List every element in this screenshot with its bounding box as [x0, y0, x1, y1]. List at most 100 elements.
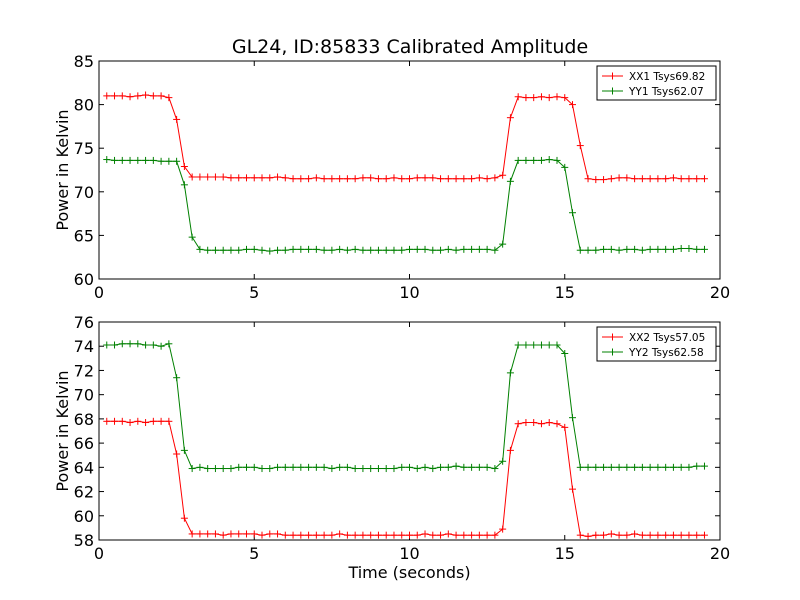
data-point [367, 174, 375, 182]
data-point [499, 525, 507, 533]
x-tick-label: 0 [94, 283, 104, 302]
data-point [561, 423, 569, 431]
y-tick-label: 70 [74, 386, 94, 405]
data-point [374, 465, 382, 473]
data-point [530, 94, 538, 102]
data-point [514, 420, 522, 428]
data-point [685, 531, 693, 539]
data-point [569, 414, 577, 422]
x-tick-label: 20 [710, 283, 730, 302]
data-point [297, 175, 305, 183]
data-point [305, 245, 313, 253]
data-point [196, 463, 204, 471]
data-point [576, 531, 584, 539]
data-point [351, 465, 359, 473]
data-point [437, 531, 445, 539]
data-point [584, 532, 592, 540]
data-point [266, 465, 274, 473]
data-point [475, 531, 483, 539]
data-point [126, 419, 134, 427]
data-point [452, 246, 460, 254]
data-point [374, 175, 382, 183]
x-tick-label: 10 [399, 544, 419, 563]
data-point [592, 463, 600, 471]
data-point [250, 530, 258, 538]
data-point [545, 156, 553, 164]
data-point [623, 531, 631, 539]
legend-label: XX2 Tsys57.05 [629, 332, 705, 344]
data-point [242, 245, 250, 253]
x-tick-label: 15 [555, 544, 575, 563]
data-point [173, 157, 181, 165]
data-point [211, 173, 219, 181]
data-point [669, 531, 677, 539]
data-point [235, 463, 243, 471]
data-point [227, 246, 235, 254]
data-point [204, 246, 212, 254]
data-point [460, 175, 468, 183]
data-point [413, 465, 421, 473]
data-point [646, 245, 654, 253]
data-point [413, 245, 421, 253]
data-point [149, 156, 157, 164]
data-point [297, 531, 305, 539]
data-point [219, 246, 227, 254]
data-point [607, 245, 615, 253]
data-point [522, 419, 530, 427]
data-point [475, 463, 483, 471]
data-point [607, 530, 615, 538]
data-point [685, 463, 693, 471]
data-point [281, 246, 289, 254]
data-point [336, 530, 344, 538]
data-point [242, 463, 250, 471]
data-point [398, 531, 406, 539]
data-point [452, 175, 460, 183]
data-point [219, 465, 227, 473]
legend: XX1 Tsys69.82 YY1 Tsys62.07 [596, 65, 717, 101]
y-tick-label: 76 [74, 313, 94, 332]
data-point [274, 246, 282, 254]
data-point [149, 341, 157, 349]
data-point [662, 463, 670, 471]
data-point [569, 101, 577, 109]
legend-item: XX1 Tsys69.82 [602, 71, 705, 83]
data-point [576, 142, 584, 150]
data-point [499, 171, 507, 179]
data-point [444, 530, 452, 538]
data-point [499, 457, 507, 465]
data-point [592, 531, 600, 539]
data-point [312, 245, 320, 253]
legend-item: YY1 Tsys62.07 [602, 86, 704, 98]
data-point [468, 175, 476, 183]
data-point [328, 465, 336, 473]
data-point [623, 463, 631, 471]
data-point [421, 174, 429, 182]
y-tick-label: 72 [74, 361, 94, 380]
data-point [281, 174, 289, 182]
data-point [685, 244, 693, 252]
data-point [662, 245, 670, 253]
data-point [289, 245, 297, 253]
data-point [631, 175, 639, 183]
data-point [258, 531, 266, 539]
y-tick-label: 85 [74, 52, 94, 71]
data-point [437, 246, 445, 254]
data-point [111, 156, 119, 164]
data-point [250, 245, 258, 253]
data-point [180, 163, 188, 171]
data-point [615, 174, 623, 182]
data-point [235, 174, 243, 182]
data-point [134, 156, 142, 164]
data-point [165, 417, 173, 425]
x-tick-label: 20 [710, 544, 730, 563]
y-tick-label: 64 [74, 458, 94, 477]
data-point [328, 246, 336, 254]
data-point [429, 465, 437, 473]
data-point [631, 530, 639, 538]
data-point [359, 531, 367, 539]
data-point [421, 530, 429, 538]
data-point [103, 92, 111, 100]
data-point [545, 341, 553, 349]
data-point [677, 175, 685, 183]
data-point [111, 417, 119, 425]
